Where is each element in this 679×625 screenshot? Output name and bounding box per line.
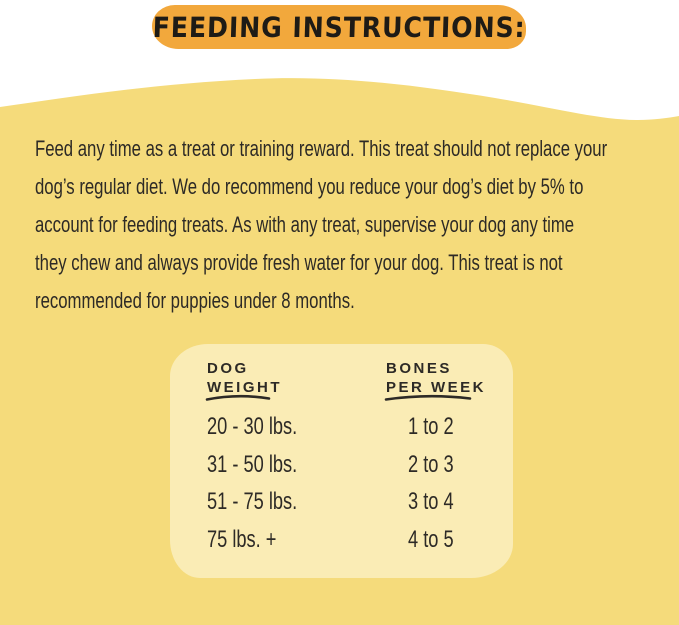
paragraph-line: dog’s regular diet. We do recommend you … xyxy=(35,174,584,199)
feeding-table-card: DOG WEIGHT BONES PER WEEK 20 - 30 lbs. 3… xyxy=(170,344,513,578)
page-title: FEEDING INSTRUCTIONS: xyxy=(152,10,526,44)
hand-drawn-underline xyxy=(205,394,271,401)
dog-weight-column: 20 - 30 lbs. 31 - 50 lbs. 51 - 75 lbs. 7… xyxy=(207,408,297,558)
weight-cell: 51 - 75 lbs. xyxy=(207,488,298,515)
column-header-line: BONES xyxy=(386,360,452,377)
title-banner: FEEDING INSTRUCTIONS: xyxy=(152,5,526,49)
hand-drawn-underline xyxy=(384,394,472,401)
paragraph-line: they chew and always provide fresh water… xyxy=(35,250,563,275)
column-header-line: WEIGHT xyxy=(207,379,282,396)
bones-cell: 2 to 3 xyxy=(408,450,454,478)
bones-cell: 1 to 2 xyxy=(408,413,454,440)
paragraph-line: account for feeding treats. As with any … xyxy=(35,212,575,237)
paragraph-line: Feed any time as a treat or training rew… xyxy=(35,136,608,161)
column-header-dog-weight: DOG WEIGHT xyxy=(207,359,282,397)
weight-cell: 75 lbs. + xyxy=(207,525,277,553)
column-header-line: PER WEEK xyxy=(386,379,487,396)
column-header-bones-per-week: BONES PER WEEK xyxy=(386,359,486,397)
bones-cell: 3 to 4 xyxy=(408,488,454,515)
weight-cell: 20 - 30 lbs. xyxy=(207,413,298,440)
column-header-line: DOG xyxy=(207,360,249,377)
feeding-instructions-paragraph: Feed any time as a treat or training rew… xyxy=(35,130,607,320)
bones-cell: 4 to 5 xyxy=(408,525,454,553)
bones-per-week-column: 1 to 2 2 to 3 3 to 4 4 to 5 xyxy=(408,408,454,558)
paragraph-line: recommended for puppies under 8 months. xyxy=(35,288,355,313)
weight-cell: 31 - 50 lbs. xyxy=(207,450,298,478)
